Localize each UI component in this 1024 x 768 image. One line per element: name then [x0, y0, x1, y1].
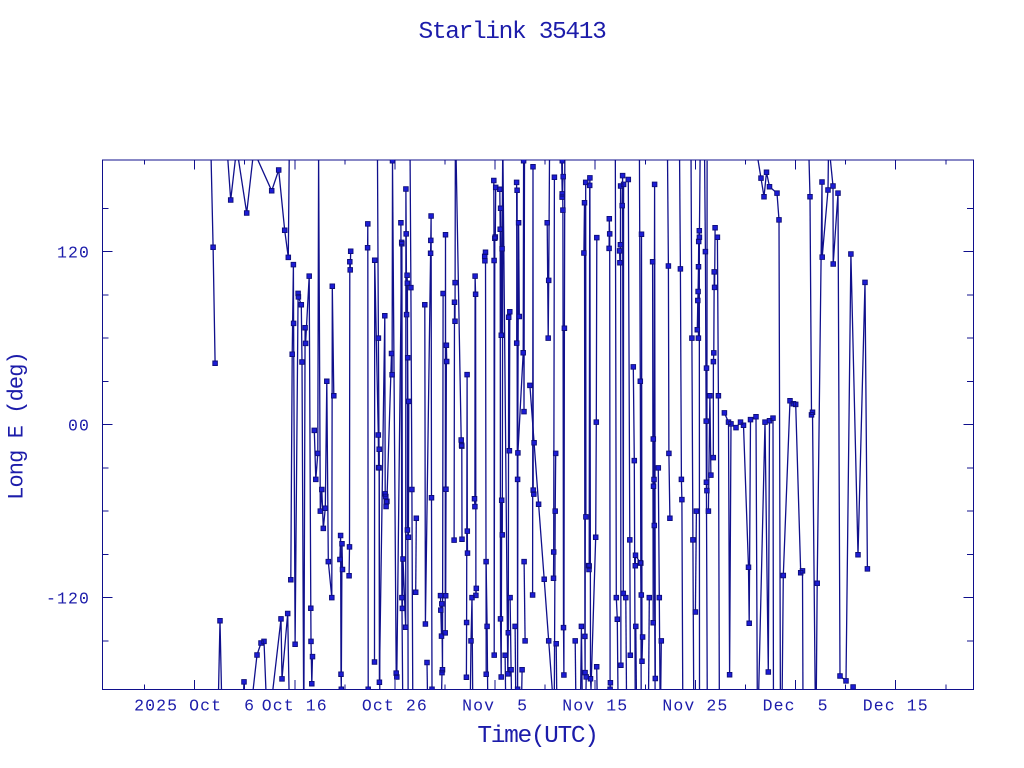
svg-text:Starlink 35413: Starlink 35413: [419, 19, 607, 46]
svg-text:Dec 5: Dec 5: [763, 697, 829, 716]
svg-text:00: 00: [68, 417, 90, 436]
svg-text:Dec 15: Dec 15: [863, 697, 929, 716]
svg-text:Nov 5: Nov 5: [462, 697, 528, 716]
svg-text:Nov 15: Nov 15: [562, 697, 628, 716]
svg-text:Time(UTC): Time(UTC): [477, 723, 597, 750]
svg-text:Nov 25: Nov 25: [662, 697, 728, 716]
svg-text:Oct 26: Oct 26: [362, 697, 428, 716]
svg-text:-120: -120: [46, 590, 90, 609]
svg-text:Oct 16: Oct 16: [262, 697, 328, 716]
svg-text:120: 120: [57, 244, 90, 263]
svg-text:2025 Oct 6: 2025 Oct 6: [134, 697, 255, 716]
svg-text:Long E (deg): Long E (deg): [5, 352, 30, 500]
